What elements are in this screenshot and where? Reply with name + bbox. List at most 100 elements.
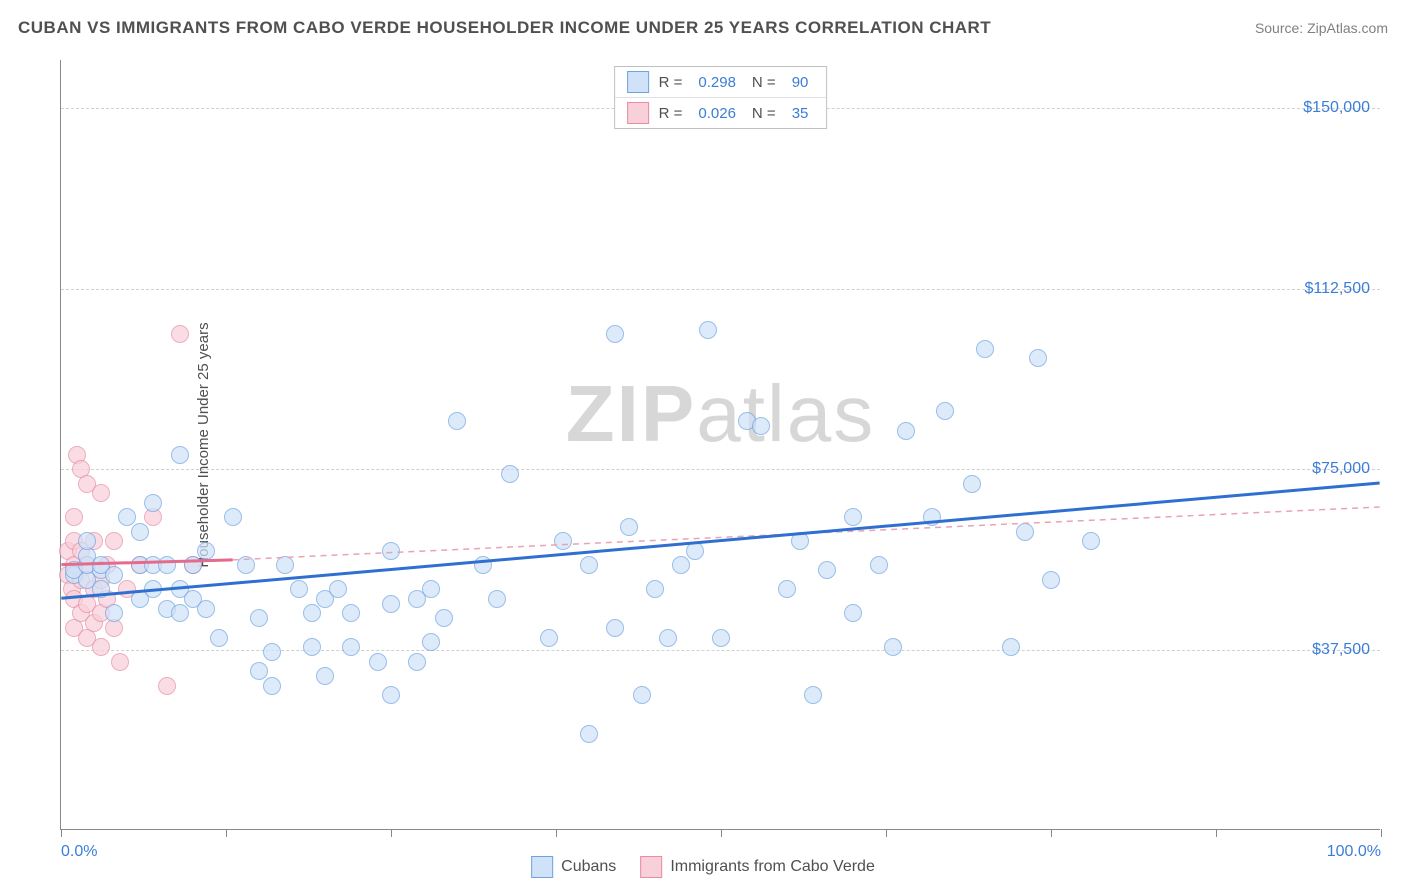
r-label: R = bbox=[659, 74, 683, 91]
data-point-cubans bbox=[382, 595, 400, 613]
data-point-cubans bbox=[712, 629, 730, 647]
data-point-cubans bbox=[144, 494, 162, 512]
r-label: R = bbox=[659, 105, 683, 122]
data-point-cabo bbox=[171, 325, 189, 343]
x-tick bbox=[721, 829, 722, 837]
scatter-chart: Householder Income Under 25 years ZIPatl… bbox=[60, 60, 1380, 830]
data-point-cubans bbox=[501, 465, 519, 483]
x-tick bbox=[556, 829, 557, 837]
data-point-cubans bbox=[144, 580, 162, 598]
data-point-cubans bbox=[263, 677, 281, 695]
data-point-cubans bbox=[422, 633, 440, 651]
data-point-cubans bbox=[554, 532, 572, 550]
n-label: N = bbox=[752, 74, 776, 91]
data-point-cubans bbox=[963, 475, 981, 493]
data-point-cubans bbox=[171, 446, 189, 464]
data-point-cubans bbox=[78, 532, 96, 550]
legend-label-cabo: Immigrants from Cabo Verde bbox=[670, 858, 875, 876]
data-point-cubans bbox=[791, 532, 809, 550]
data-point-cubans bbox=[224, 508, 242, 526]
data-point-cubans bbox=[844, 508, 862, 526]
data-point-cubans bbox=[276, 556, 294, 574]
legend-swatch-cabo bbox=[627, 102, 649, 124]
data-point-cubans bbox=[210, 629, 228, 647]
y-axis-label: Householder Income Under 25 years bbox=[195, 322, 212, 567]
y-tick-label: $75,000 bbox=[1312, 460, 1370, 478]
legend-item-cubans: Cubans bbox=[531, 856, 616, 878]
data-point-cubans bbox=[92, 580, 110, 598]
series-legend: Cubans Immigrants from Cabo Verde bbox=[531, 856, 875, 878]
trend-line bbox=[233, 507, 1380, 560]
data-point-cubans bbox=[699, 321, 717, 339]
data-point-cubans bbox=[303, 638, 321, 656]
n-label: N = bbox=[752, 105, 776, 122]
data-point-cubans bbox=[382, 542, 400, 560]
data-point-cubans bbox=[474, 556, 492, 574]
data-point-cabo bbox=[65, 508, 83, 526]
x-tick-label: 100.0% bbox=[1327, 843, 1381, 861]
data-point-cubans bbox=[923, 508, 941, 526]
data-point-cubans bbox=[540, 629, 558, 647]
chart-title: CUBAN VS IMMIGRANTS FROM CABO VERDE HOUS… bbox=[18, 18, 991, 38]
gridline bbox=[61, 650, 1380, 651]
data-point-cubans bbox=[171, 604, 189, 622]
x-tick bbox=[1381, 829, 1382, 837]
data-point-cubans bbox=[197, 542, 215, 560]
x-tick-label: 0.0% bbox=[61, 843, 97, 861]
data-point-cubans bbox=[1042, 571, 1060, 589]
watermark: ZIPatlas bbox=[566, 368, 875, 460]
data-point-cubans bbox=[316, 667, 334, 685]
legend-item-cabo: Immigrants from Cabo Verde bbox=[640, 856, 875, 878]
x-tick bbox=[886, 829, 887, 837]
data-point-cubans bbox=[263, 643, 281, 661]
data-point-cubans bbox=[382, 686, 400, 704]
x-tick bbox=[1216, 829, 1217, 837]
x-tick bbox=[1051, 829, 1052, 837]
source-attribution: Source: ZipAtlas.com bbox=[1255, 20, 1388, 36]
data-point-cabo bbox=[105, 532, 123, 550]
stats-row-cabo: R = 0.026 N = 35 bbox=[615, 97, 827, 128]
y-tick-label: $150,000 bbox=[1303, 99, 1370, 117]
trend-lines-layer bbox=[61, 60, 1380, 829]
data-point-cubans bbox=[844, 604, 862, 622]
data-point-cubans bbox=[118, 508, 136, 526]
r-value-cubans: 0.298 bbox=[698, 74, 736, 91]
gridline bbox=[61, 469, 1380, 470]
data-point-cabo bbox=[92, 638, 110, 656]
data-point-cubans bbox=[408, 653, 426, 671]
data-point-cubans bbox=[804, 686, 822, 704]
y-tick-label: $37,500 bbox=[1312, 641, 1370, 659]
r-value-cabo: 0.026 bbox=[698, 105, 736, 122]
legend-label-cubans: Cubans bbox=[561, 858, 616, 876]
legend-swatch-cubans bbox=[627, 71, 649, 93]
data-point-cubans bbox=[488, 590, 506, 608]
data-point-cubans bbox=[303, 604, 321, 622]
data-point-cubans bbox=[369, 653, 387, 671]
x-tick bbox=[391, 829, 392, 837]
data-point-cubans bbox=[422, 580, 440, 598]
data-point-cubans bbox=[342, 604, 360, 622]
data-point-cubans bbox=[158, 556, 176, 574]
data-point-cubans bbox=[131, 523, 149, 541]
gridline bbox=[61, 289, 1380, 290]
data-point-cubans bbox=[870, 556, 888, 574]
data-point-cubans bbox=[237, 556, 255, 574]
data-point-cubans bbox=[1002, 638, 1020, 656]
n-value-cubans: 90 bbox=[792, 74, 809, 91]
data-point-cubans bbox=[580, 725, 598, 743]
data-point-cubans bbox=[884, 638, 902, 656]
data-point-cubans bbox=[105, 604, 123, 622]
data-point-cubans bbox=[606, 325, 624, 343]
data-point-cubans bbox=[620, 518, 638, 536]
data-point-cubans bbox=[197, 600, 215, 618]
data-point-cubans bbox=[250, 662, 268, 680]
legend-swatch-cabo bbox=[640, 856, 662, 878]
data-point-cubans bbox=[105, 566, 123, 584]
data-point-cubans bbox=[686, 542, 704, 560]
data-point-cubans bbox=[672, 556, 690, 574]
data-point-cubans bbox=[606, 619, 624, 637]
data-point-cubans bbox=[329, 580, 347, 598]
data-point-cubans bbox=[633, 686, 651, 704]
data-point-cubans bbox=[1029, 349, 1047, 367]
data-point-cubans bbox=[290, 580, 308, 598]
